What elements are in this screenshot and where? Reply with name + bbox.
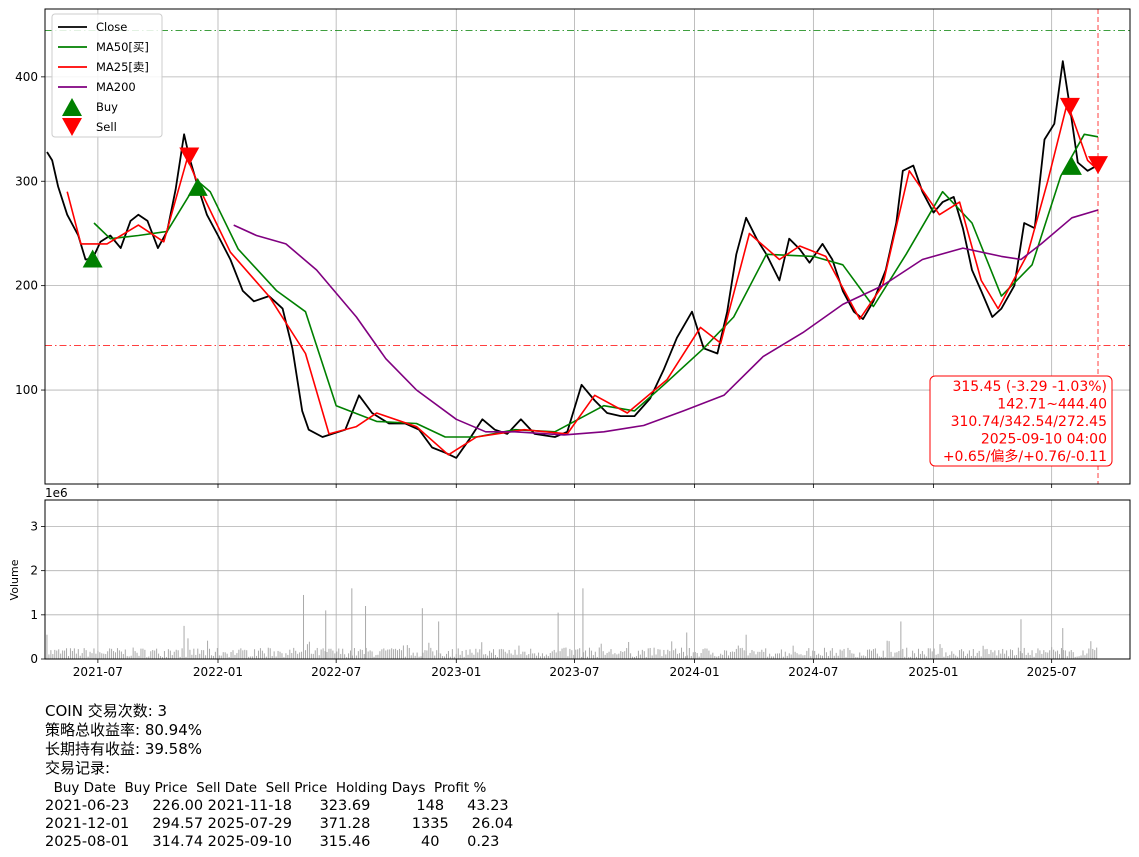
- x-tick-label: 2021-07: [73, 665, 123, 679]
- y-tick-label: 300: [15, 174, 38, 188]
- trade-count-line: COIN 交易次数: 3: [45, 702, 168, 720]
- legend: Close MA50[买] MA25[卖] MA200 Buy Sell: [51, 13, 163, 138]
- x-tick-label: 2023-01: [431, 665, 481, 679]
- legend-label: Sell: [96, 120, 117, 134]
- info-box-line: 315.45 (-3.29 -1.03%): [952, 379, 1107, 395]
- info-box-line: 142.71~444.40: [997, 397, 1107, 413]
- legend-sell-marker: [62, 118, 82, 136]
- ma200-series-line: [233, 209, 1099, 436]
- x-tick-label: 2022-01: [193, 665, 243, 679]
- volume-y-tick-label: 1: [30, 608, 38, 622]
- legend-label: Buy: [96, 100, 118, 114]
- volume-y-tick-label: 0: [30, 652, 38, 666]
- buy-marker: [1061, 156, 1082, 175]
- x-tick-label: 2022-07: [311, 665, 361, 679]
- legend-buy-marker: [62, 98, 82, 116]
- trade-table-header: Buy Date Buy Price Sell Date Sell Price …: [45, 780, 487, 796]
- volume-plot-frame: [44, 499, 1131, 660]
- info-box-line: 310.74/342.54/272.45: [951, 414, 1107, 430]
- close-series-line: [46, 60, 1099, 459]
- trade-table: Buy Date Buy Price Sell Date Sell Price …: [45, 779, 513, 851]
- legend-label: MA200: [96, 80, 136, 94]
- sell-marker: [1059, 97, 1080, 116]
- trade-log-heading: 交易记录:: [45, 759, 111, 777]
- strategy-summary: COIN 交易次数: 3 策略总收益率: 80.94% 长期持有收益: 39.5…: [45, 702, 202, 778]
- volume-y-tick-label: 3: [30, 520, 38, 534]
- legend-label: MA25[卖]: [96, 60, 149, 74]
- buy-hold-return-line: 长期持有收益: 39.58%: [45, 740, 203, 758]
- total-return-line: 策略总收益率: 80.94%: [45, 721, 203, 739]
- price-plot-frame: [44, 8, 1131, 485]
- buy-marker: [187, 177, 208, 196]
- trade-row: 2021-12-01 294.57 2025-07-29 371.28 1335…: [45, 816, 514, 832]
- trade-row: 2025-08-01 314.74 2025-09-10 315.46 40 0…: [45, 834, 500, 850]
- sell-marker: [1088, 156, 1109, 175]
- volume-axis-label: Volume: [8, 559, 21, 600]
- info-box: 315.45 (-3.29 -1.03%) 142.71~444.40310.74…: [929, 375, 1113, 467]
- legend-frame: [51, 13, 163, 138]
- x-tick-label: 2024-07: [788, 665, 838, 679]
- x-tick-label: 2025-01: [908, 665, 958, 679]
- trade-row: 2021-06-23 226.00 2021-11-18 323.69 148 …: [45, 798, 509, 814]
- buy-marker: [82, 249, 103, 268]
- info-box-line: 2025-09-10 04:00: [981, 432, 1107, 448]
- legend-label: Close: [96, 20, 127, 34]
- info-box-line: +0.65/偏多/+0.76/-0.11: [943, 448, 1107, 465]
- y-tick-label: 100: [15, 383, 38, 397]
- volume-multiplier-label: 1e6: [45, 486, 68, 500]
- x-tick-label: 2024-01: [669, 665, 719, 679]
- volume-panel: 0 1 2 3 2021-07 2022-01 2022-07 2023-01 2023-07 2…: [8, 486, 1131, 679]
- legend-label: MA50[买]: [96, 40, 149, 54]
- ma25-series-line: [66, 102, 1099, 456]
- price-panel: 100 200 300 400 Close MA50[买] MA25[卖] MA200 Buy S…: [15, 8, 1131, 488]
- info-box-frame: [929, 375, 1113, 467]
- stock-chart: 100 200 300 400 Close MA50[买] MA25[卖] MA200 Buy S…: [8, 8, 1131, 679]
- y-tick-label: 200: [15, 279, 38, 293]
- y-tick-label: 400: [15, 70, 38, 84]
- sell-marker: [179, 147, 200, 166]
- x-tick-label: 2023-07: [549, 665, 599, 679]
- x-tick-label: 2025-07: [1027, 665, 1077, 679]
- volume-y-tick-label: 2: [30, 564, 38, 578]
